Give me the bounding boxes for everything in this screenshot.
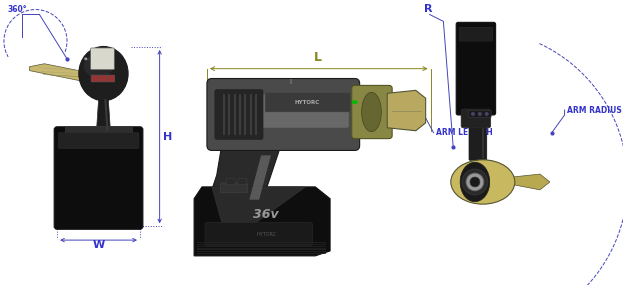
Text: HYTORC: HYTORC <box>256 232 276 237</box>
FancyBboxPatch shape <box>238 179 247 185</box>
Ellipse shape <box>79 46 128 101</box>
FancyBboxPatch shape <box>107 75 115 82</box>
FancyBboxPatch shape <box>99 75 107 82</box>
Text: 36v: 36v <box>253 208 279 221</box>
Circle shape <box>471 112 475 116</box>
Polygon shape <box>249 155 271 200</box>
Text: H: H <box>162 132 172 142</box>
Ellipse shape <box>460 162 490 202</box>
Polygon shape <box>194 187 330 256</box>
FancyBboxPatch shape <box>65 126 132 144</box>
Text: W: W <box>92 240 105 250</box>
Circle shape <box>84 57 87 60</box>
Text: ARM RADIUS: ARM RADIUS <box>566 106 621 115</box>
Text: R: R <box>423 3 432 13</box>
Ellipse shape <box>362 92 381 132</box>
FancyBboxPatch shape <box>218 94 349 128</box>
FancyBboxPatch shape <box>91 75 99 82</box>
FancyBboxPatch shape <box>468 110 491 117</box>
Circle shape <box>470 177 480 187</box>
Ellipse shape <box>352 100 358 104</box>
FancyBboxPatch shape <box>226 179 235 185</box>
Polygon shape <box>212 187 305 222</box>
FancyBboxPatch shape <box>205 222 312 246</box>
Text: 360°: 360° <box>8 5 27 15</box>
Circle shape <box>466 173 483 191</box>
Circle shape <box>462 169 488 195</box>
Polygon shape <box>387 90 426 131</box>
FancyBboxPatch shape <box>58 133 139 148</box>
FancyBboxPatch shape <box>352 86 392 139</box>
Polygon shape <box>90 130 116 141</box>
Polygon shape <box>97 100 111 130</box>
FancyBboxPatch shape <box>469 122 487 160</box>
FancyBboxPatch shape <box>456 22 495 115</box>
Text: L: L <box>314 51 322 64</box>
FancyBboxPatch shape <box>90 48 114 70</box>
Polygon shape <box>30 64 81 80</box>
FancyBboxPatch shape <box>461 109 490 128</box>
Polygon shape <box>207 146 281 222</box>
Circle shape <box>478 112 482 116</box>
Circle shape <box>485 112 489 116</box>
Text: HYTORC: HYTORC <box>295 100 320 105</box>
FancyBboxPatch shape <box>265 92 351 112</box>
Text: ARM LENGTH: ARM LENGTH <box>435 128 492 137</box>
FancyBboxPatch shape <box>221 183 247 193</box>
FancyBboxPatch shape <box>459 27 493 41</box>
FancyBboxPatch shape <box>207 79 360 150</box>
Ellipse shape <box>84 53 113 78</box>
Polygon shape <box>513 174 550 190</box>
FancyBboxPatch shape <box>215 89 263 139</box>
Ellipse shape <box>451 160 515 204</box>
FancyBboxPatch shape <box>54 127 143 229</box>
